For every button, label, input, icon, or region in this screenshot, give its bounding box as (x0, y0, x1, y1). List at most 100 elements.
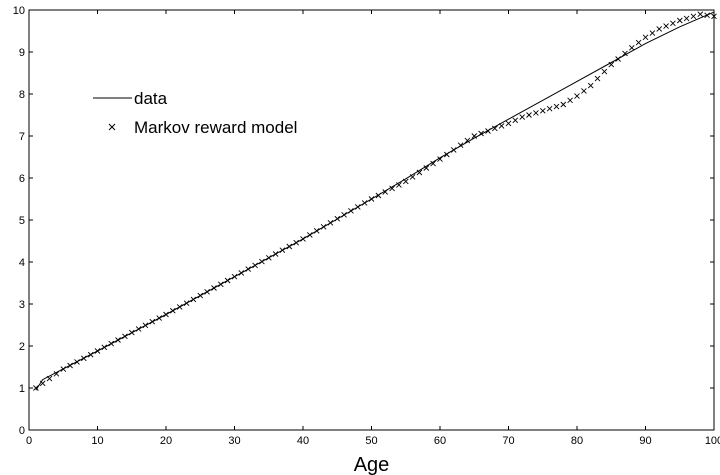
data-point-marker (471, 133, 478, 139)
data-point-marker (697, 11, 704, 18)
data-point-marker (122, 333, 128, 340)
data-point-marker (656, 26, 663, 32)
data-point-marker (553, 103, 560, 110)
data-point-marker (622, 50, 628, 57)
data-point-marker (690, 13, 697, 20)
data-point-marker (416, 169, 423, 176)
data-point-marker (437, 156, 443, 162)
x-tick-label: 90 (639, 435, 651, 447)
data-point-marker (683, 15, 690, 22)
plot-frame (28, 9, 715, 431)
data-point-marker (39, 380, 46, 387)
x-tick-label: 70 (502, 435, 514, 447)
data-point-marker (382, 189, 389, 195)
data-point-marker (485, 128, 491, 134)
x-tick-label: 100 (705, 435, 720, 447)
y-tick-label: 2 (19, 341, 25, 353)
data-point-marker (670, 20, 676, 27)
x-tick-label: 10 (91, 435, 103, 447)
data-point-marker (108, 340, 115, 347)
data-point-marker (423, 165, 430, 171)
data-point-marker (293, 239, 300, 246)
data-point-marker (663, 23, 669, 29)
data-point-marker (642, 34, 649, 41)
data-point-marker (33, 385, 39, 391)
x-tick-label: 30 (228, 435, 240, 447)
y-tick-label: 9 (19, 47, 25, 59)
y-tick-label: 0 (19, 425, 25, 437)
data-point-marker (505, 120, 512, 127)
data-point-marker (128, 329, 135, 336)
data-point-marker (389, 185, 395, 192)
data-point-marker (608, 61, 615, 68)
data-point-marker (74, 359, 80, 365)
data-point-marker (457, 142, 464, 149)
legend-marker-swatch (108, 123, 116, 131)
data-point-marker (259, 258, 265, 265)
data-point-marker (169, 307, 176, 314)
data-point-marker (265, 254, 272, 261)
data-point-marker (635, 39, 642, 46)
data-point-marker (60, 366, 67, 372)
data-point-marker (53, 370, 60, 377)
series-layer (33, 11, 717, 391)
data-point-marker (464, 137, 471, 144)
data-point-marker (443, 151, 450, 158)
data-point-marker (313, 227, 320, 234)
legend-label-markov-reward-model: Markov reward model (134, 118, 297, 137)
series-line-data (35, 11, 715, 391)
data-point-marker (87, 351, 94, 358)
data-point-marker (67, 362, 73, 369)
data-point-marker (327, 219, 334, 226)
data-point-marker (615, 56, 621, 62)
data-point-marker (396, 182, 402, 188)
x-axis-title: Age (354, 454, 390, 475)
data-point-marker (183, 300, 190, 307)
data-point-marker (245, 266, 252, 272)
data-point-marker (581, 88, 587, 94)
data-point-marker (368, 196, 375, 202)
data-point-marker (594, 75, 601, 82)
data-point-marker (46, 375, 53, 382)
data-point-marker (211, 285, 217, 291)
data-point-marker (560, 101, 567, 108)
data-point-marker (567, 97, 573, 104)
y-tick-label: 4 (19, 257, 25, 269)
data-point-marker (649, 30, 656, 36)
x-tick-label: 80 (571, 435, 583, 447)
data-point-marker (231, 273, 238, 280)
data-point-marker (512, 117, 519, 124)
data-point-marker (163, 311, 169, 318)
data-point-marker (176, 304, 183, 310)
axis-tick-labels: 0 10 20 30 40 50 60 70 80 90 100 0 1 2 3 4 5 6 7 8 9 10 (13, 5, 720, 447)
data-point-marker (546, 105, 553, 112)
x-tick-label: 0 (26, 435, 32, 447)
data-point-marker (676, 17, 683, 24)
data-point-marker (375, 192, 382, 199)
data-point-marker (149, 318, 156, 325)
data-point-marker (217, 281, 224, 288)
x-tick-label: 60 (434, 435, 446, 447)
data-point-marker (498, 123, 505, 129)
data-point-marker (204, 288, 210, 295)
axis-ticks (28, 9, 715, 431)
data-point-marker (320, 223, 327, 230)
data-point-marker (430, 160, 436, 167)
data-point-marker (341, 211, 347, 218)
data-point-marker (238, 270, 245, 276)
x-tick-label: 20 (160, 435, 172, 447)
data-point-marker (704, 12, 710, 19)
data-point-marker (354, 204, 361, 210)
y-tick-label: 3 (19, 299, 25, 311)
data-point-marker (348, 207, 354, 214)
series-markers-markov-reward-model (33, 11, 717, 391)
x-tick-label: 40 (297, 435, 309, 447)
legend-label-data: data (134, 89, 168, 108)
y-tick-label: 7 (19, 131, 25, 143)
data-point-marker (409, 174, 416, 180)
legend: data Markov reward model (93, 89, 297, 137)
data-point-marker (519, 114, 526, 120)
data-point-marker (279, 247, 286, 254)
data-point-marker (539, 107, 546, 114)
